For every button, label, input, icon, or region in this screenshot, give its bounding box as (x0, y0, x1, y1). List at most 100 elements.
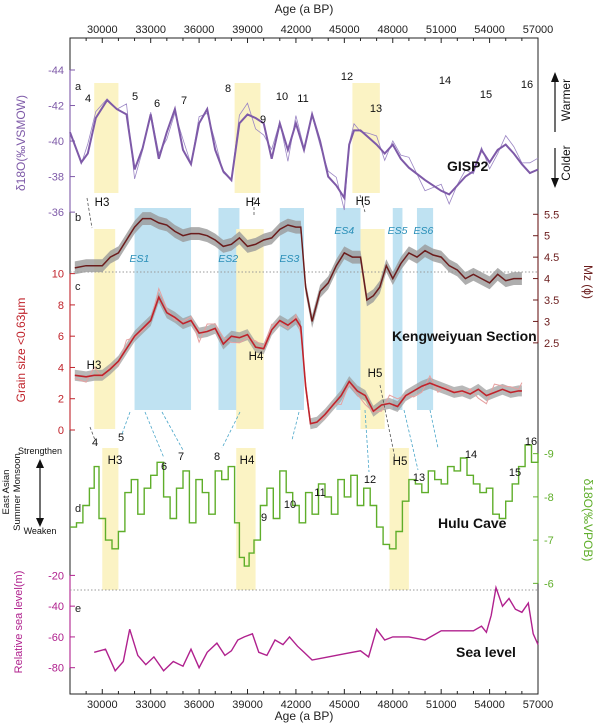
heinrich-top-label-H5: H5 (356, 196, 371, 208)
panel-c-y-tick-label: 10 (52, 269, 64, 281)
es-label-ES1: ES1 (129, 253, 149, 265)
panel-b-y-tick-label: 3 (544, 316, 550, 328)
easm-arrow-down-head (36, 518, 44, 527)
event-connector (161, 411, 184, 451)
panel-d-y-tick-label: -8 (544, 492, 554, 504)
bottom-age-tick-label: 33000 (135, 699, 166, 711)
event-connector (403, 409, 419, 471)
gisp2-event-label: 16 (521, 79, 533, 91)
h5-connector (359, 194, 366, 213)
top-age-tick-label: 54000 (474, 24, 505, 36)
heinrich-band-top-H5 (352, 83, 380, 193)
top-age-tick-label: 36000 (184, 24, 215, 36)
es-label-ES6: ES6 (413, 225, 433, 237)
es-band-4 (336, 208, 361, 410)
bottom-age-tick-label: 42000 (281, 699, 312, 711)
bottom-age-tick-label: 45000 (329, 699, 360, 711)
panel-letter-c: c (75, 281, 81, 293)
gisp2-event-label: 13 (370, 103, 382, 115)
heinrich-d-label-H3: H3 (108, 455, 123, 467)
panel-a-y-tick-label: -44 (48, 65, 64, 77)
heinrich-mid-label-H3: H3 (87, 360, 102, 372)
heinrich-band-d-H5 (389, 448, 409, 590)
heinrich-band-d-H4 (236, 448, 256, 590)
mz-line (74, 217, 522, 322)
gisp2-event-label: 12 (341, 71, 353, 83)
gisp2-event-label: 9 (260, 114, 266, 126)
hulu-cave-line (70, 444, 539, 567)
bottom-age-tick-label: 54000 (474, 699, 505, 711)
panel-a-name: GISP2 (447, 158, 488, 174)
panel-e-y-tick-label: -60 (48, 632, 64, 644)
gisp2-event-label: 7 (181, 95, 187, 107)
panels (69, 98, 539, 673)
es-label-ES5: ES5 (388, 225, 408, 237)
grain-size-envelope (74, 291, 522, 430)
panel-letter-e: e (75, 603, 81, 615)
es-band-3 (279, 208, 304, 410)
gisp2-event-label: 14 (439, 75, 451, 87)
gisp2-event-label: 10 (276, 91, 288, 103)
panel-e-y-tick-label: -40 (48, 601, 64, 613)
panel-e-y-title: Relative sea level(m) (13, 571, 25, 674)
panel-b-y-tick-label: 4 (544, 274, 550, 286)
top-age-tick-label: 57000 (523, 24, 554, 36)
gisp2-event-label: 6 (154, 98, 160, 110)
strengthen-label: Strengthen (18, 446, 62, 456)
bottom-age-tick-label: 36000 (184, 699, 215, 711)
panel-d-y-tick-label: -6 (544, 578, 554, 590)
bottom-age-tick-label: 57000 (523, 699, 554, 711)
h3-connector-bottom (89, 426, 96, 441)
top-age-tick-label: 42000 (281, 24, 312, 36)
top-age-tick-label: 33000 (135, 24, 166, 36)
hulu-event-label: 7 (178, 451, 184, 463)
gisp2-event-label: 11 (297, 93, 308, 105)
warmer-label: Warmer (559, 79, 573, 121)
heinrich-band-d-H3 (102, 448, 119, 590)
easm-label-line-2: Summer Monsoon (12, 453, 23, 531)
gisp2-event-label: 15 (480, 89, 492, 101)
heinrich-top-label-H4: H4 (246, 197, 261, 209)
heinrich-d-label-H4: H4 (240, 455, 255, 467)
event-connector (429, 409, 439, 449)
panel-d-name: Hulu Cave (438, 515, 507, 531)
panel-e-name: Sea level (456, 644, 516, 660)
hulu-event-label: 14 (465, 449, 477, 461)
gisp2-smooth-line (69, 98, 539, 201)
panel-letter-a: a (75, 81, 82, 93)
top-age-tick-label: 39000 (232, 24, 263, 36)
es-label-ES2: ES2 (218, 253, 238, 265)
panel-b-y-tick-label: 2.5 (544, 338, 559, 350)
hulu-event-label: 6 (161, 461, 167, 473)
easm-arrow-up-head (36, 459, 44, 468)
panel-b-y-title: Mz (ϕ) (581, 265, 595, 299)
hulu-event-label: 15 (509, 467, 521, 479)
h5-connector-bottom (379, 384, 396, 459)
top-age-tick-label: 30000 (87, 24, 118, 36)
panel-b-name: Kengweiyuan Section (392, 328, 537, 344)
gisp2-event-label: 5 (132, 91, 138, 103)
easm-label-line-1: East Asian (1, 470, 12, 515)
labels: a b c d e GISP2 Kengweiyuan Section Hulu Cave Se… (1, 71, 595, 673)
es-band-5 (392, 208, 403, 410)
hulu-event-label: 5 (118, 432, 124, 444)
sea-level-line (94, 584, 539, 673)
heinrich-band-top-H4 (234, 83, 261, 193)
panel-b-y-tick-label: 5 (544, 231, 550, 243)
bottom-age-tick-label: 51000 (426, 699, 457, 711)
heinrich-mid-label-H5: H5 (368, 368, 383, 380)
event-connector (291, 411, 300, 441)
hulu-event-label: 16 (525, 436, 537, 448)
age-axes: 30000 30000 33000 33000 36000 36000 39000 39000… (48, 2, 559, 723)
top-age-tick-label: 48000 (377, 24, 408, 36)
panel-letter-d: d (75, 503, 81, 515)
weaken-label: Weaken (24, 526, 57, 536)
colder-arrow-head (551, 178, 559, 188)
panel-c-y-tick-label: 8 (58, 300, 64, 312)
gisp2-event-label: 8 (225, 83, 231, 95)
heinrich-band-mid-H4 (236, 229, 264, 429)
panel-c-y-tick-label: 4 (58, 362, 64, 374)
panel-b-y-tick-label: 3.5 (544, 295, 559, 307)
panel-d-y-title: δ18O(‰VPOB) (581, 479, 595, 562)
